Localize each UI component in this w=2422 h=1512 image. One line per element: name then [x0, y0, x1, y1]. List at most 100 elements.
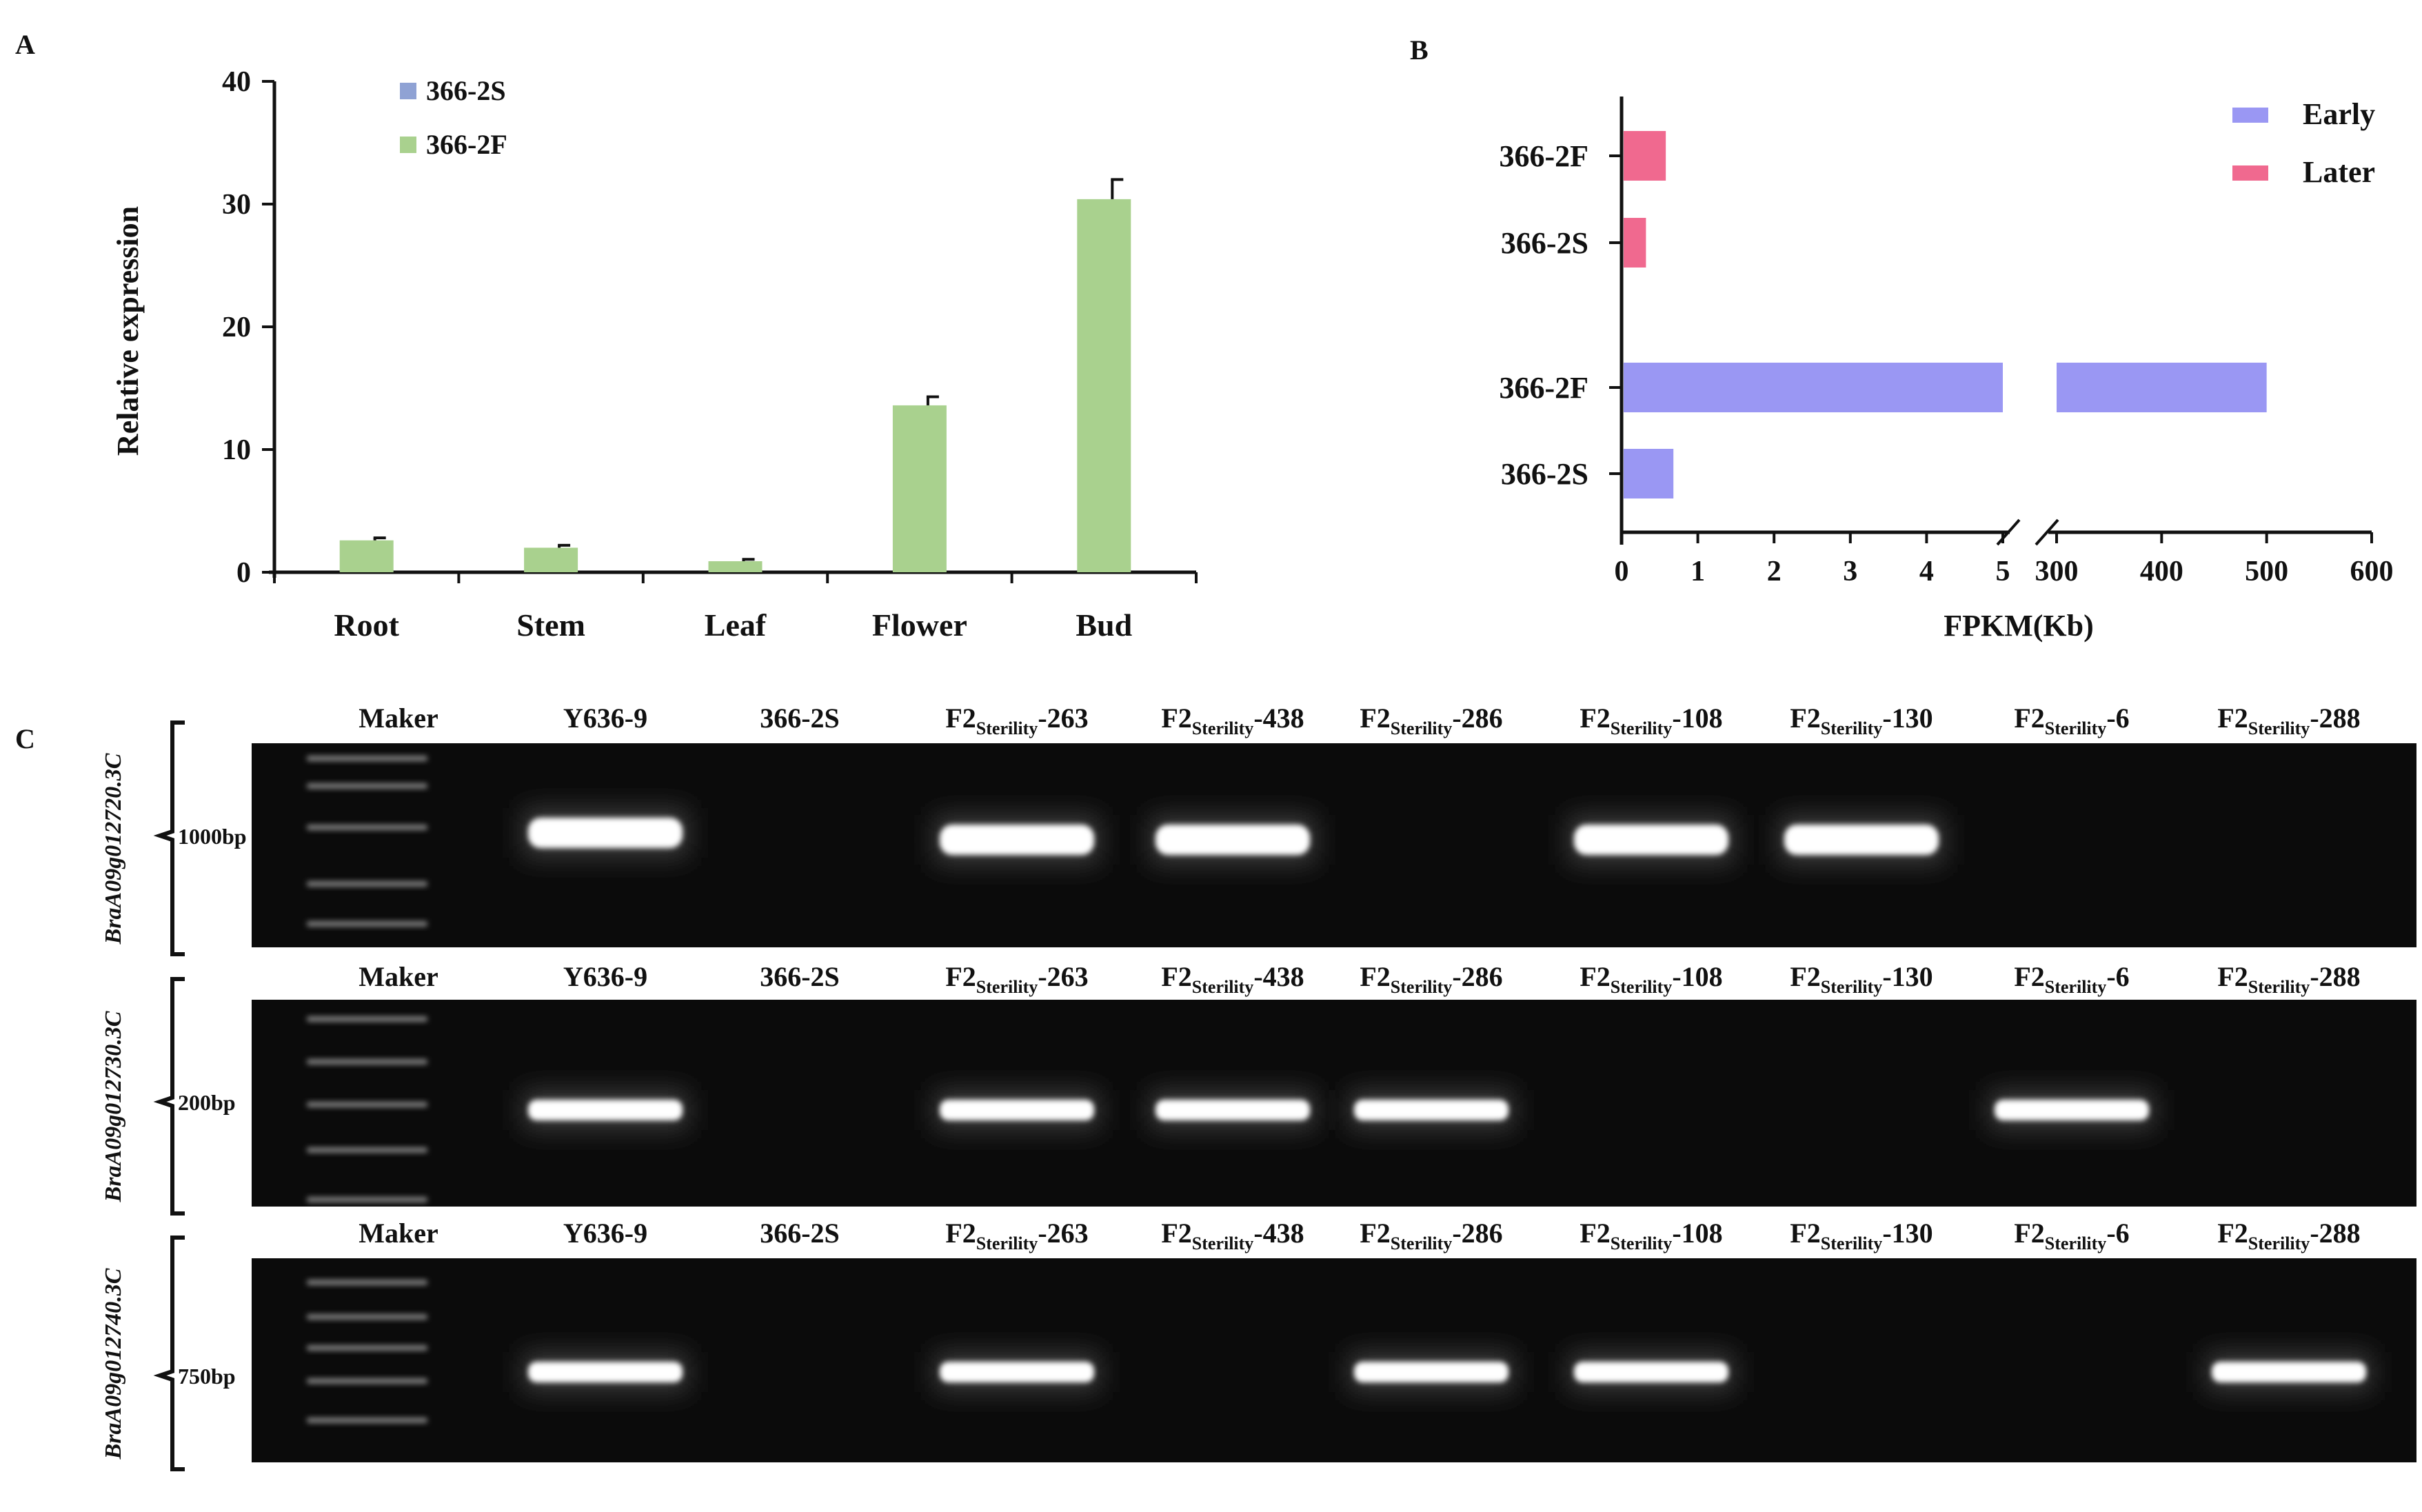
panel-label-a: A [15, 29, 35, 60]
lane-label-suffix: -263 [1038, 961, 1088, 992]
gel-gene-name: BraA09g012740.3C [101, 1268, 126, 1460]
b-x-tick-label-1: 1 [1691, 556, 1705, 587]
lane-label-subscript: Sterility [1611, 1233, 1673, 1253]
b-x-axis-label: FPKM(Kb) [1944, 609, 2094, 643]
b-bar-early-366-2f-segment-1 [1624, 363, 2003, 412]
lane-label-main: F2 [1790, 1218, 1820, 1249]
band-f2-286 [1354, 1100, 1508, 1120]
lane-label-main: F2 [2014, 1218, 2044, 1249]
ladder-band [307, 1345, 427, 1351]
lane-label-main: Y636-9 [563, 961, 647, 992]
lane-label-main: F2 [2217, 1218, 2248, 1249]
lane-label-subscript: Sterility [976, 977, 1038, 997]
lane-label-suffix: -130 [1882, 1218, 1932, 1249]
b-y-tick-label-366-2s: 366-2S [1501, 226, 1588, 260]
lane-label-subscript: Sterility [1192, 977, 1254, 997]
ladder-band [307, 825, 427, 830]
b-x-tick-label-300: 300 [2035, 556, 2079, 587]
lane-label-suffix: -263 [1038, 1218, 1088, 1249]
lane-label-main: F2 [2014, 703, 2044, 734]
lane-label-10: F2Sterility-288 [2217, 961, 2360, 997]
lane-label-suffix: -438 [1253, 961, 1304, 992]
lane-label-suffix: -288 [2310, 703, 2360, 734]
a-legend-swatch-366-2f [400, 137, 416, 153]
lane-label-suffix: -6 [2106, 703, 2129, 734]
lane-label-suffix: -6 [2106, 1218, 2129, 1249]
b-x-tick-label-4: 4 [1919, 556, 1934, 587]
b-axis-break-mark-right [2035, 518, 2059, 546]
lane-label-suffix: -286 [1452, 1218, 1502, 1249]
ladder-band [307, 1102, 427, 1107]
lane-label-main: F2 [945, 1218, 976, 1249]
b-bar-later-366-2f [1624, 131, 1666, 181]
b-axis-break-mark-left [1996, 518, 2021, 546]
lane-label-main: F2 [2014, 961, 2044, 992]
lane-label-9: F2Sterility-6 [2014, 1218, 2129, 1253]
lane-label-main: 366-2S [760, 961, 840, 992]
a-y-tick-label: 40 [222, 66, 251, 98]
lane-label-7: F2Sterility-108 [1580, 1218, 1722, 1253]
lane-label-9: F2Sterility-6 [2014, 961, 2129, 997]
lane-label-subscript: Sterility [2045, 1233, 2107, 1253]
ladder-band [307, 1147, 427, 1153]
ladder-band [307, 1059, 427, 1065]
a-legend-swatch-366-2s [400, 83, 416, 99]
lane-label-subscript: Sterility [1391, 977, 1453, 997]
lane-label-suffix: -286 [1452, 703, 1502, 734]
ladder-band [307, 1418, 427, 1423]
a-x-tick-label-root: Root [334, 607, 399, 643]
lane-label-main: F2 [1360, 703, 1390, 734]
gel-marker-size-label: 750bp [178, 1364, 236, 1389]
lane-label-subscript: Sterility [976, 1233, 1038, 1253]
b-bar-early-366-2s [1624, 449, 1674, 498]
b-x-tick-label-2: 2 [1767, 556, 1782, 587]
lane-label-main: F2 [1580, 1218, 1610, 1249]
lane-label-suffix: -130 [1882, 703, 1932, 734]
b-legend-label-later: Later [2303, 155, 2375, 189]
ladder-band [307, 783, 427, 789]
lane-label-8: F2Sterility-130 [1790, 1218, 1932, 1253]
lane-label-main: Maker [359, 961, 438, 992]
lane-label-main: F2 [1161, 703, 1191, 734]
ladder-band [307, 1280, 427, 1285]
lane-label-5: F2Sterility-438 [1161, 703, 1304, 738]
a-y-tick-label: 10 [222, 434, 251, 466]
lane-label-6: F2Sterility-286 [1360, 703, 1502, 738]
b-y-tick-label-366-2f: 366-2F [1499, 371, 1588, 405]
lane-label-subscript: Sterility [1821, 977, 1883, 997]
lane-label-7: F2Sterility-108 [1580, 961, 1722, 997]
lane-label-subscript: Sterility [2045, 718, 2107, 738]
lane-label-subscript: Sterility [1821, 718, 1883, 738]
lane-label-suffix: -130 [1882, 961, 1932, 992]
band-f2-438 [1156, 825, 1310, 855]
a-x-tick-label-bud: Bud [1076, 607, 1132, 643]
ladder-band [307, 1197, 427, 1202]
lane-label-main: F2 [1360, 961, 1390, 992]
band-y636-9 [528, 1362, 683, 1382]
a-x-tick-label-leaf: Leaf [705, 607, 767, 643]
a-bar-366-2f-leaf [708, 561, 763, 572]
b-bar-later-366-2s [1624, 218, 1646, 268]
b-legend-swatch-early [2232, 108, 2268, 123]
band-f2-108 [1574, 1362, 1728, 1382]
lane-label-main: F2 [1161, 1218, 1191, 1249]
a-y-tick-label: 20 [222, 312, 251, 343]
b-x-tick-label-600: 600 [2350, 556, 2394, 587]
gel-bracket [153, 720, 185, 956]
a-bar-366-2f-root [339, 540, 394, 572]
lane-label-7: F2Sterility-108 [1580, 703, 1722, 738]
band-f2-263 [940, 1100, 1094, 1120]
a-y-axis-label: Relative expression [111, 206, 145, 456]
b-x-tick-label-0: 0 [1615, 556, 1629, 587]
lane-label-4: F2Sterility-263 [945, 1218, 1088, 1253]
band-y636-9 [528, 1100, 683, 1120]
a-legend-label-366-2f: 366-2F [426, 129, 507, 160]
ladder-band [307, 1378, 427, 1384]
ladder-band [307, 1314, 427, 1320]
lane-label-main: Maker [359, 703, 438, 734]
lane-label-suffix: -438 [1253, 703, 1304, 734]
lane-label-5: F2Sterility-438 [1161, 961, 1304, 997]
lane-label-3: 366-2S [760, 1218, 840, 1249]
lane-label-2: Y636-9 [563, 703, 647, 734]
